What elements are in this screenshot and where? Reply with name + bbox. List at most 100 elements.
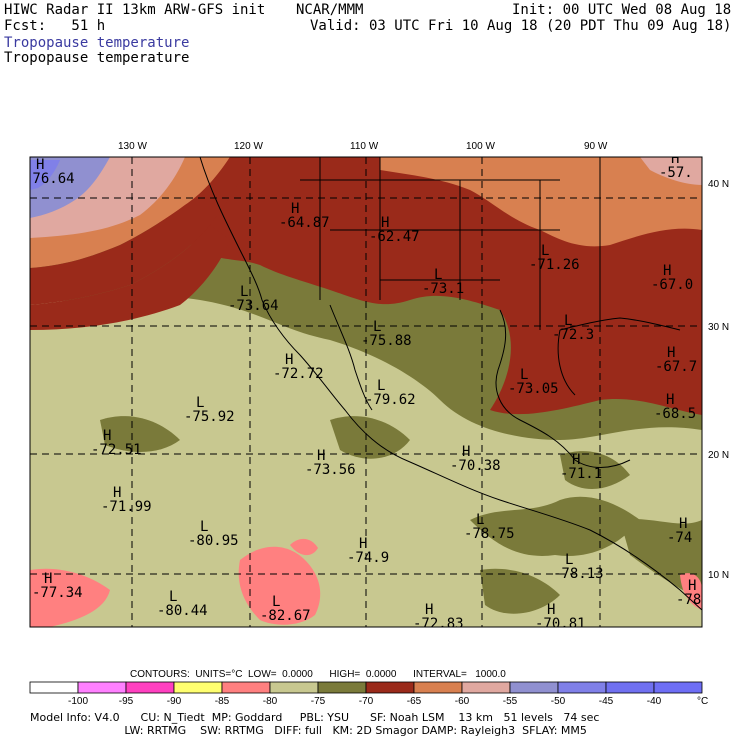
center-value-label: -79.62: [365, 392, 416, 408]
low-center-marker: L: [373, 319, 381, 335]
center-value-label: -67.7: [655, 359, 697, 375]
field-title-secondary: Tropopause temperature: [4, 50, 190, 66]
high-center-marker: H: [679, 516, 687, 532]
center-value-label: -74.9: [347, 550, 389, 566]
colorbar-tick-label: -40: [647, 696, 662, 707]
high-center-marker: H: [36, 157, 44, 173]
high-center-marker: H: [113, 485, 121, 501]
colorbar-swatch: [509, 681, 559, 694]
center-value-label: -75.92: [184, 409, 235, 425]
high-center-marker: H: [103, 428, 111, 444]
center-value-label: -82.67: [260, 608, 311, 624]
colorbar-tick-label: -45: [599, 696, 614, 707]
high-center-marker: H: [572, 452, 580, 468]
center-value-label: -62.47: [369, 229, 420, 245]
colorbar-tick-label: -70: [359, 696, 374, 707]
center-value-label: -72.3: [552, 327, 594, 343]
colorbar-swatch: [317, 681, 367, 694]
low-center-marker: L: [564, 313, 572, 329]
header-valid-time: Valid: 03 UTC Fri 10 Aug 18 (20 PDT Thu …: [310, 18, 732, 34]
low-center-marker: L: [520, 367, 528, 383]
high-center-marker: H: [663, 263, 671, 279]
low-center-marker: L: [196, 395, 204, 411]
colorbar-swatch: [461, 681, 511, 694]
high-center-marker: H: [44, 571, 52, 587]
center-value-label: -64.87: [279, 215, 330, 231]
contours-info: CONTOURS: UNITS=°C LOW= 0.0000 HIGH= 0.0…: [130, 669, 506, 680]
colorbar-tick-label: -85: [215, 696, 230, 707]
colorbar-swatch: [173, 681, 223, 694]
center-value-label: -77.34: [32, 585, 83, 601]
colorbar-swatch: [365, 681, 415, 694]
colorbar-swatch: [29, 681, 79, 694]
lat-label: 20 N: [708, 450, 729, 461]
center-value-label: -70.38: [450, 458, 501, 474]
center-value-label: -73.56: [305, 462, 356, 478]
center-value-label: -75.88: [361, 333, 412, 349]
lon-label: 130 W: [118, 141, 147, 152]
center-value-label: -73.64: [228, 298, 279, 314]
colorbar-swatch: [269, 681, 319, 694]
center-value-label: -72.72: [273, 366, 324, 382]
high-center-marker: H: [317, 448, 325, 464]
center-value-label: -72.51: [91, 442, 142, 458]
center-value-label: -71.26: [529, 257, 580, 273]
low-center-marker: L: [240, 284, 248, 300]
low-center-marker: L: [377, 378, 385, 394]
colorbar-swatch: [413, 681, 463, 694]
colorbar-unit: °C: [697, 696, 708, 707]
lat-label: 10 N: [708, 570, 729, 581]
low-center-marker: L: [434, 267, 442, 283]
colorbar-swatch: [125, 681, 175, 694]
lat-lon-grid: [30, 157, 702, 627]
high-center-marker: H: [666, 392, 674, 408]
colorbar-tick-label: -95: [119, 696, 134, 707]
lon-label: 90 W: [584, 141, 608, 152]
center-value-label: -57.: [659, 165, 693, 181]
high-center-marker: H: [359, 536, 367, 552]
high-center-marker: H: [462, 444, 470, 460]
center-value-label: -78.13: [553, 566, 604, 582]
high-center-marker: H: [547, 602, 555, 618]
center-value-label: -71.1: [560, 466, 602, 482]
low-center-marker: L: [200, 519, 208, 535]
colorbar-swatch: [77, 681, 127, 694]
high-center-marker: H: [671, 151, 679, 167]
center-value-label: -72.83: [413, 616, 464, 632]
coastlines: [199, 157, 702, 611]
pressure-centers: H-64.87 H-62.47L-73.64L-73.1L-71.26L-75.8…: [24, 151, 701, 632]
header-init: Init: 00 UTC Wed 08 Aug 18: [512, 2, 732, 18]
colorbar: -100 -95 -90 -85 -80 -75 -70 -65 -60 -55 -50 -45 -40…: [29, 681, 708, 707]
colorbar-tick-label: -55: [503, 696, 518, 707]
lat-label: 30 N: [708, 322, 729, 333]
colorbar-swatch: [221, 681, 271, 694]
center-value-label: -73.1: [422, 281, 464, 297]
longitude-labels: 130 W 120 W 110 W 100 W 90 W: [118, 141, 608, 152]
lon-label: 100 W: [466, 141, 495, 152]
map-frame: [29, 156, 703, 628]
high-center-marker: H: [285, 352, 293, 368]
colorbar-tick-label: -100: [68, 696, 88, 707]
center-value-label: -68.5: [654, 406, 696, 422]
center-value-label: -80.95: [188, 533, 239, 549]
colorbar-tick-label: -75: [311, 696, 326, 707]
colorbar-tick-label: -50: [551, 696, 566, 707]
high-center-marker: H: [425, 602, 433, 618]
latitude-labels: 40 N 30 N 20 N 10 N: [708, 179, 729, 581]
colorbar-tick-label: -65: [407, 696, 422, 707]
high-center-marker: H: [667, 345, 675, 361]
low-center-marker: L: [272, 594, 280, 610]
center-value-label: -67.0: [651, 277, 693, 293]
model-info-line-2: LW: RRTMG SW: RRTMG DIFF: full KM: 2D Sm…: [30, 724, 587, 737]
high-center-marker: H: [291, 201, 299, 217]
center-value-label: -76.64: [24, 171, 75, 187]
colorbar-swatch: [557, 681, 607, 694]
lon-label: 120 W: [234, 141, 263, 152]
low-center-marker: L: [541, 243, 549, 259]
high-center-marker: H: [381, 215, 389, 231]
colorbar-tick-label: -80: [263, 696, 278, 707]
center-value-label: -74: [667, 530, 692, 546]
colorbar-tick-label: -60: [455, 696, 470, 707]
header-source: NCAR/MMM: [296, 2, 364, 18]
